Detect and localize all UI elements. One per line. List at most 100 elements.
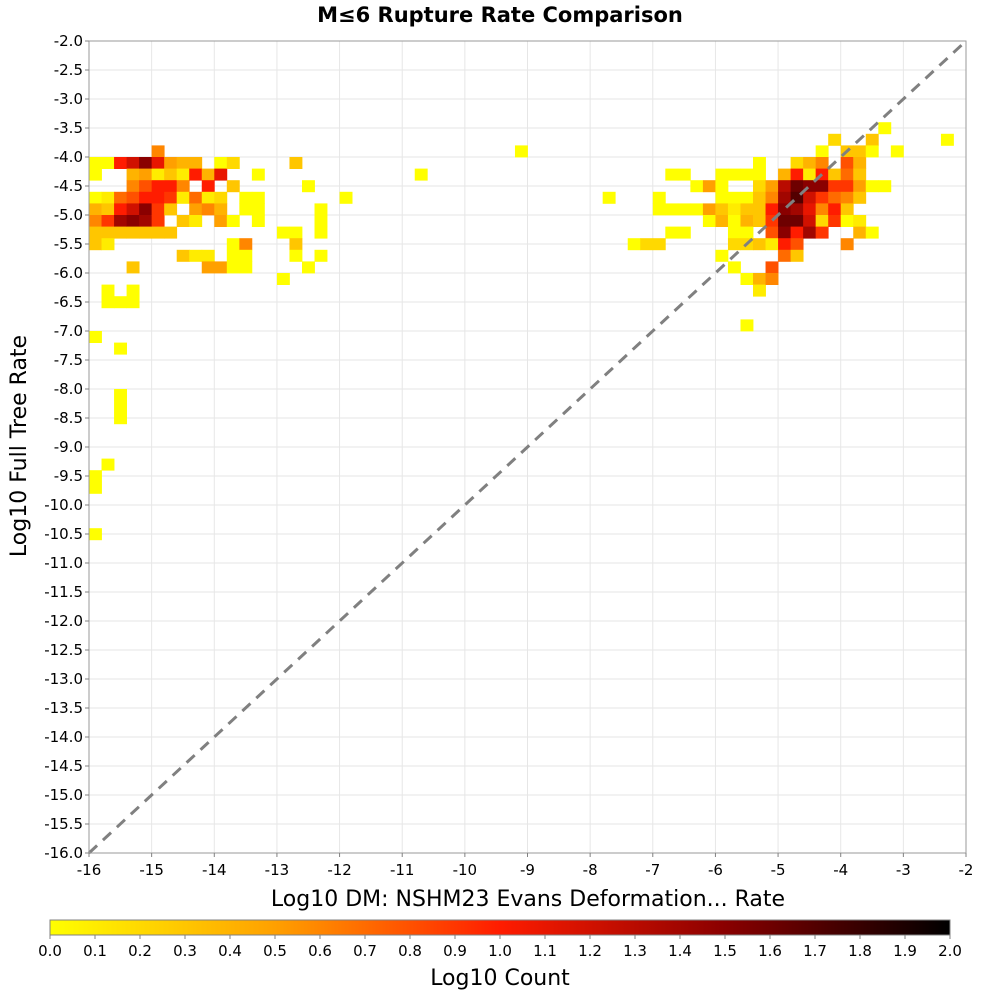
x-tick-label: -9 — [520, 861, 535, 879]
x-tick-label: -3 — [896, 861, 911, 879]
heatmap-cell — [878, 180, 892, 193]
heatmap-cell — [765, 273, 779, 285]
heatmap-cell — [89, 226, 102, 239]
heatmap-cell — [778, 249, 791, 262]
y-tick-label: -12.5 — [44, 641, 83, 659]
y-tick-label: -13.5 — [44, 699, 83, 717]
colorbar-tick-label: 1.3 — [623, 942, 647, 960]
heatmap-cell — [753, 203, 766, 216]
heatmap-cell — [139, 180, 153, 193]
heatmap-cell — [740, 203, 754, 216]
x-tick-label: -11 — [390, 861, 415, 879]
heatmap-cell — [189, 168, 203, 181]
heatmap-cell — [815, 226, 829, 239]
heatmap-cell — [778, 226, 791, 239]
heatmap-cell — [815, 203, 829, 216]
x-tick-label: -14 — [202, 861, 227, 879]
heatmap-cell — [214, 157, 228, 169]
y-tick-label: -2.0 — [54, 32, 83, 50]
colorbar-tick-label: 0.3 — [173, 942, 197, 960]
heatmap-cell — [101, 238, 115, 251]
heatmap-cell — [727, 238, 741, 251]
heatmap-cell — [114, 157, 127, 169]
heatmap-cell — [840, 180, 854, 193]
heatmap-cell — [803, 203, 817, 216]
heatmap-cell — [89, 191, 102, 204]
heatmap-cell — [251, 191, 265, 204]
heatmap-cell — [765, 180, 779, 193]
colorbar-tick-label: 1.4 — [668, 942, 692, 960]
heatmap-cell — [828, 180, 842, 193]
heatmap-cell — [740, 215, 754, 227]
heatmap-cell — [151, 168, 165, 181]
heatmap-cell — [214, 215, 228, 227]
heatmap-cell — [126, 261, 140, 274]
heatmap-cell — [176, 191, 190, 204]
heatmap-cell — [214, 168, 228, 181]
heatmap-cell — [840, 157, 854, 169]
heatmap-cell — [715, 180, 729, 193]
heatmap-cell — [740, 273, 754, 285]
heatmap-cell — [677, 203, 691, 216]
colorbar-tick-label: 0.5 — [263, 942, 287, 960]
colorbar-tick-label: 1.2 — [578, 942, 602, 960]
y-tick-label: -6.0 — [54, 264, 83, 282]
heatmap-cell — [828, 168, 842, 181]
heatmap-cell — [226, 157, 240, 169]
heatmap-cell — [289, 157, 303, 169]
y-tick-label: -7.5 — [54, 351, 83, 369]
heatmap-cell — [151, 145, 165, 158]
heatmap-cells — [89, 122, 954, 541]
heatmap-cell — [765, 203, 779, 216]
colorbar-tick-label: 0.2 — [128, 942, 152, 960]
heatmap-cell — [727, 168, 741, 181]
heatmap-cell — [790, 238, 804, 251]
heatmap-cell — [715, 203, 729, 216]
heatmap-cell — [101, 191, 115, 204]
heatmap-cell — [765, 191, 779, 204]
heatmap-cell — [126, 284, 140, 297]
heatmap-cell — [803, 226, 817, 239]
heatmap-cell — [753, 168, 766, 181]
colorbar-tick-label: 1.5 — [713, 942, 737, 960]
colorbar-tick-label: 2.0 — [938, 942, 962, 960]
heatmap-cell — [828, 203, 842, 216]
heatmap-cell — [164, 180, 178, 193]
heatmap-cell — [940, 133, 954, 146]
heatmap-cell — [652, 203, 666, 216]
heatmap-cell — [727, 261, 741, 274]
heatmap-cell — [702, 180, 716, 193]
heatmap-cell — [602, 191, 616, 204]
x-tick-label: -2 — [959, 861, 974, 879]
heatmap-cell — [640, 238, 654, 251]
y-tick-label: -8.5 — [54, 409, 83, 427]
heatmap-cell — [114, 389, 127, 401]
heatmap-cell — [803, 215, 817, 227]
heatmap-cell — [226, 215, 240, 227]
heatmap-cell — [126, 157, 140, 169]
heatmap-cell — [89, 157, 102, 169]
heatmap-cell — [865, 133, 879, 146]
y-tick-label: -6.5 — [54, 293, 83, 311]
colorbar-tick-label: 0.6 — [308, 942, 332, 960]
heatmap-cell — [840, 191, 854, 204]
heatmap-cell — [276, 226, 290, 239]
heatmap-cell — [139, 191, 153, 204]
heatmap-cell — [89, 238, 102, 251]
colorbar-tick-label: 0.8 — [398, 942, 422, 960]
heatmap-cell — [101, 458, 115, 471]
y-tick-label: -3.5 — [54, 119, 83, 137]
heatmap-cell — [727, 191, 741, 204]
heatmap-cell — [251, 215, 265, 227]
heatmap-cell — [840, 168, 854, 181]
heatmap-cell — [101, 296, 115, 309]
heatmap-cell — [652, 238, 666, 251]
heatmap-cell — [765, 261, 779, 274]
y-tick-label: -10.5 — [44, 525, 83, 543]
heatmap-cell — [189, 215, 203, 227]
heatmap-cell — [790, 215, 804, 227]
heatmap-cell — [790, 157, 804, 169]
y-tick-label: -10.0 — [44, 496, 83, 514]
